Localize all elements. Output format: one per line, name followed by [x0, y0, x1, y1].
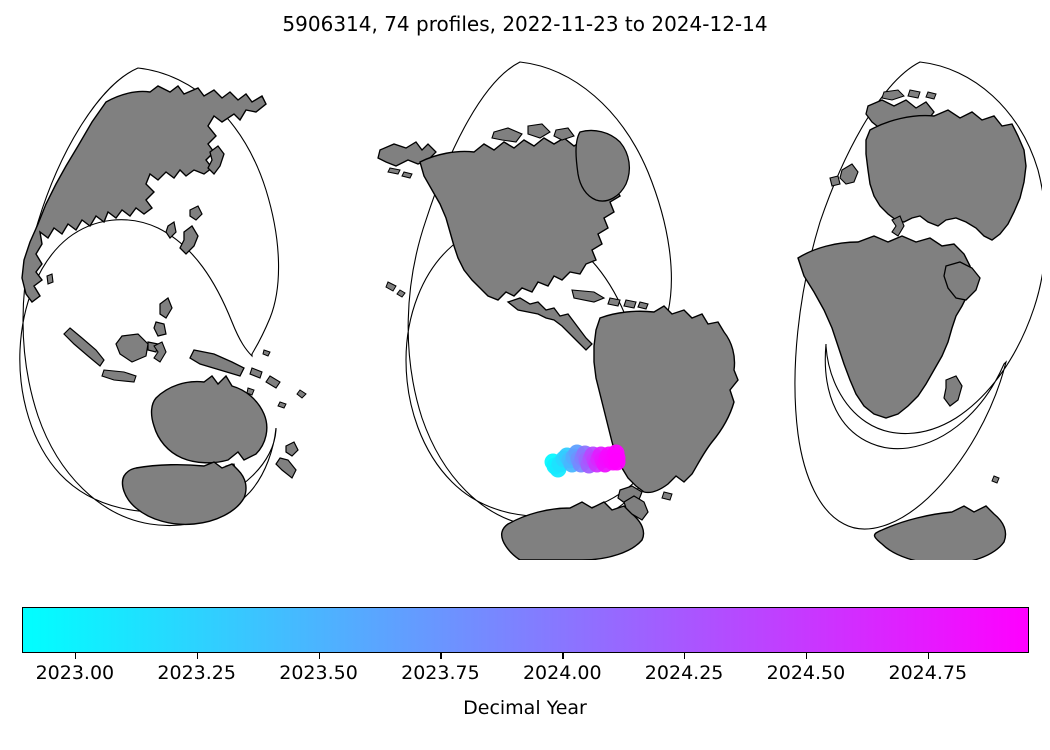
- colorbar-tick: [927, 653, 930, 659]
- colorbar-tick-label: 2024.00: [522, 662, 602, 684]
- colorbar-tick: [440, 653, 442, 659]
- land-madagascar: [943, 375, 963, 407]
- land-new-guinea: [189, 349, 245, 377]
- land-aleutians: [387, 167, 413, 179]
- land-antarctica-left: [121, 461, 247, 526]
- land-korea: [165, 221, 177, 239]
- land-north-america: [419, 137, 627, 301]
- land-arctic-islands: [491, 123, 575, 143]
- colorbar-tick-label: 2023.00: [35, 662, 115, 684]
- colorbar-tick-labels: 2023.00 2023.25 2023.50 2023.75 2024.00 2024.…: [22, 662, 1029, 692]
- colorbar-tick: [684, 653, 686, 659]
- map-lobe-asia-oceania: [19, 67, 307, 527]
- land-europe-russia: [865, 109, 1027, 241]
- land-arabia: [943, 261, 981, 301]
- land-new-zealand: [275, 441, 299, 479]
- map-axes: [8, 50, 1042, 560]
- colorbar-tick-label: 2023.75: [401, 662, 480, 684]
- land-australia: [150, 374, 268, 464]
- land-hawaii: [385, 281, 406, 298]
- colorbar-gradient: [22, 607, 1029, 653]
- land-eurasia: [21, 85, 267, 303]
- land-antarctica-right: [873, 505, 1007, 560]
- land-falklands: [661, 491, 673, 501]
- colorbar-tick-marks: [22, 653, 1029, 659]
- land-british-isles: [829, 163, 859, 187]
- land-indian-ocean-islet: [991, 475, 1000, 484]
- land-svalbard: [881, 89, 937, 101]
- land-caribbean: [571, 289, 649, 310]
- land-alaska: [377, 141, 437, 167]
- land-hokkaido: [189, 205, 203, 221]
- page-title: 5906314, 74 profiles, 2022-11-23 to 2024…: [282, 12, 768, 36]
- land-sumatra: [63, 327, 105, 367]
- colorbar-tick: [318, 653, 320, 659]
- land-sri-lanka: [46, 273, 54, 285]
- colorbar-tick-label: 2024.25: [644, 662, 724, 684]
- colorbar-tick: [196, 653, 198, 659]
- colorbar-tick-label: 2023.50: [279, 662, 358, 684]
- colorbar-tick: [562, 653, 564, 659]
- land-pacific-islets: [246, 349, 307, 409]
- colorbar-tick-label: 2024.50: [766, 662, 846, 684]
- colorbar[interactable]: [22, 607, 1029, 653]
- scatter-points-group: [544, 444, 626, 478]
- colorbar-tick-label: 2023.25: [157, 662, 236, 684]
- colorbar-tick: [805, 653, 808, 659]
- land-java: [101, 369, 137, 383]
- colorbar-tick-label: 2024.75: [888, 662, 968, 684]
- land-borneo: [115, 333, 149, 363]
- land-kamchatka: [207, 145, 225, 175]
- land-island-arc: [249, 367, 281, 389]
- land-italy: [891, 215, 905, 237]
- land-antarctic-peninsula: [623, 495, 649, 521]
- map-lobe-europe-africa: [794, 61, 1042, 560]
- land-antarctica-centre: [501, 501, 645, 560]
- land-central-america: [506, 297, 593, 351]
- data-point: [608, 453, 626, 471]
- world-map-svg: [19, 61, 1042, 560]
- land-philippines: [147, 297, 173, 353]
- map-lobe-americas: [377, 61, 739, 560]
- colorbar-axis-label: Decimal Year: [463, 697, 587, 719]
- colorbar-tick: [74, 653, 77, 659]
- land-japan: [179, 225, 199, 255]
- land-south-america: [593, 305, 739, 494]
- land-sulawesi: [153, 341, 167, 363]
- land-greenland: [575, 129, 631, 202]
